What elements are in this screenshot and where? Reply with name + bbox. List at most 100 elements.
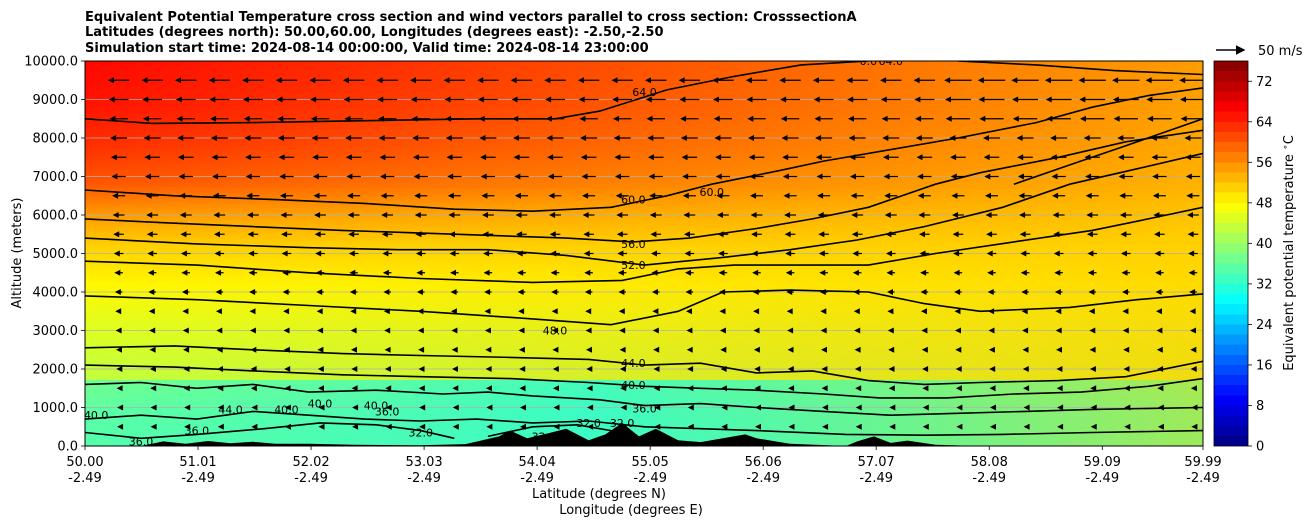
wind-arrow-head: [955, 366, 962, 372]
wind-arrow-head: [1057, 423, 1064, 430]
wind-arrow-head: [950, 173, 957, 180]
wind-arrow-head: [418, 346, 425, 353]
wind-arrow-head: [721, 404, 728, 411]
wind-arrow-head: [821, 346, 827, 353]
wind-arrow-head: [184, 404, 191, 411]
x-tick-label-latitude: 57.07: [858, 455, 895, 470]
x-tick-label-latitude: 58.08: [971, 455, 1008, 470]
wind-arrow-head: [1123, 346, 1130, 353]
wind-arrow-head: [177, 154, 184, 161]
y-tick-label: 9000.0: [33, 93, 79, 108]
wind-arrow-head: [920, 289, 927, 295]
wind-arrow-head: [1154, 250, 1161, 257]
wind-arrow-head: [317, 327, 324, 334]
wind-arrow-head: [584, 289, 591, 295]
wind-arrow-head: [1154, 231, 1160, 238]
wind-arrow-head: [247, 231, 254, 238]
wind-arrow-head: [888, 366, 895, 372]
wind-arrow-head: [987, 269, 994, 276]
wind-arrow-head: [351, 346, 357, 353]
wind-arrow-head: [749, 173, 756, 180]
wind-arrow-head: [616, 212, 623, 218]
wind-arrow-head: [412, 154, 419, 161]
wind-arrow-head: [583, 250, 590, 257]
wind-arrow-head: [383, 308, 390, 315]
wind-arrow-head: [449, 231, 455, 238]
wind-arrow-head: [1019, 231, 1026, 238]
wind-arrow-head: [853, 289, 860, 295]
wind-arrow-head: [419, 423, 426, 430]
wind-arrow-head: [583, 231, 590, 238]
wind-arrow-head: [817, 212, 824, 218]
contour-label: 64.0: [632, 86, 657, 99]
wind-arrow-head: [1184, 135, 1191, 141]
wind-arrow-head: [1083, 135, 1090, 141]
wind-arrow-head: [1185, 154, 1192, 161]
wind-arrow-head: [652, 327, 659, 334]
wind-arrow-head: [175, 96, 182, 103]
wind-arrow-head: [210, 135, 217, 141]
x-tick-label-longitude: -2.49: [859, 471, 893, 486]
wind-arrow-head: [678, 77, 685, 84]
contour-label: 32.0: [532, 430, 557, 443]
contour-label: 40.0: [84, 409, 109, 422]
wind-arrow-head: [1190, 385, 1197, 392]
wind-arrow-head: [352, 404, 359, 411]
wind-arrow-head: [1017, 173, 1024, 180]
wind-arrow-head: [780, 96, 787, 103]
wind-arrow-head: [1020, 250, 1027, 257]
wind-arrow-head: [953, 269, 960, 276]
wind-arrow-head: [485, 366, 492, 372]
wind-arrow-head: [820, 308, 827, 315]
wind-arrow-head: [184, 423, 191, 430]
wind-arrow-head: [619, 327, 626, 334]
wind-arrow-head: [510, 77, 517, 84]
wind-arrow-head: [1056, 385, 1063, 392]
wind-arrow-head: [582, 192, 589, 199]
wind-arrow-head: [144, 154, 151, 161]
wind-arrow-head: [1185, 173, 1192, 180]
wind-arrow-head: [647, 135, 654, 141]
contour-label: 0.0: [860, 55, 878, 68]
wind-arrow-head: [579, 115, 586, 122]
wind-arrow-head: [345, 135, 352, 141]
wind-arrow-head: [242, 77, 249, 84]
wind-arrow-head: [687, 366, 694, 372]
wind-arrow-head: [917, 173, 924, 180]
wind-arrow-head: [1118, 154, 1124, 161]
wind-arrow-head: [311, 135, 318, 141]
wind-arrow-head: [686, 308, 692, 315]
wind-arrow-head: [1021, 308, 1028, 315]
wind-arrow-head: [1191, 423, 1198, 430]
wind-arrow-head: [416, 289, 423, 295]
wind-arrow-head: [549, 231, 556, 238]
contour-line-32: [85, 410, 1203, 437]
wind-arrow-head: [821, 385, 828, 392]
wind-arrow-head: [1054, 289, 1061, 295]
wind-arrow-head: [850, 192, 857, 199]
wind-arrow-head: [618, 308, 625, 315]
wind-arrow-head: [148, 289, 155, 295]
wind-arrow-head: [1078, 77, 1085, 84]
contour-label: 52.0: [621, 259, 646, 272]
wind-arrow-head: [818, 231, 825, 238]
wind-arrow-head: [620, 423, 627, 430]
wind-arrow-head: [821, 366, 828, 372]
wind-arrow-head: [351, 366, 358, 372]
wind-arrow-head: [344, 115, 351, 122]
wind-arrow-head: [752, 269, 759, 276]
wind-arrow-head: [553, 385, 559, 392]
wind-arrow-head: [380, 173, 386, 180]
wind-arrow-head: [720, 385, 727, 392]
wind-arrow-head: [685, 289, 692, 295]
wind-arrow-head: [315, 250, 322, 257]
wind-arrow-head: [350, 308, 357, 315]
wind-arrow-head: [486, 423, 493, 430]
x-tick-label-latitude: 55.05: [632, 455, 669, 470]
wind-arrow-head: [212, 192, 219, 199]
wind-arrow-head: [851, 212, 858, 218]
x-tick-label-longitude: -2.49: [294, 471, 328, 486]
wind-arrow-head: [1180, 115, 1187, 122]
wind-arrow-head: [645, 77, 651, 84]
wind-arrow-head: [519, 385, 526, 392]
